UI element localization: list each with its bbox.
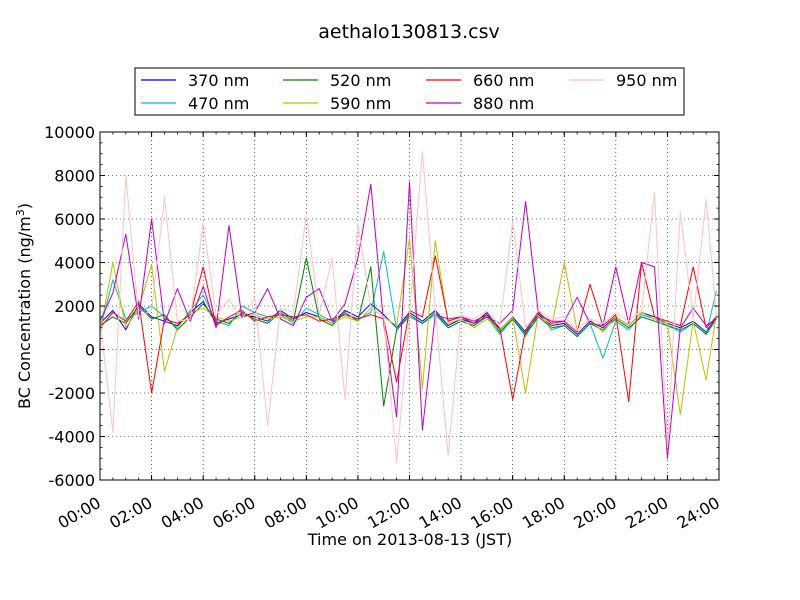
legend-label: 520 nm — [330, 71, 391, 90]
series-line-6 — [99, 151, 717, 464]
y-tick-labels: -6000 -4000 -2000 0 2000 4000 6000 8000 10000 — [44, 123, 95, 490]
y-axis-label-main: BC Concentration (ng/m — [15, 216, 34, 409]
legend-label: 660 nm — [473, 71, 534, 90]
legend-label: 470 nm — [188, 94, 249, 113]
series-layer — [99, 151, 717, 464]
y-axis-label-sup: 3 — [14, 209, 27, 216]
legend-frame — [134, 67, 685, 116]
series-line-5 — [99, 181, 717, 459]
legend-label: 950 nm — [616, 71, 677, 90]
y-tick-label: 2000 — [54, 297, 95, 316]
ticks — [99, 131, 720, 481]
legend: 370 nm 470 nm 520 nm 590 nm 660 nm 880 nm 950 … — [134, 67, 685, 116]
legend-label: 590 nm — [330, 94, 391, 113]
y-tick-label: -6000 — [49, 471, 96, 490]
y-tick-label: 10000 — [44, 123, 95, 142]
y-axis-label-end: ) — [15, 203, 34, 209]
y-tick-label: -4000 — [49, 428, 96, 447]
y-tick-label: 6000 — [54, 210, 95, 229]
legend-label: 370 nm — [188, 71, 249, 90]
x-axis-label: Time on 2013-08-13 (JST) — [307, 530, 512, 549]
legend-label: 880 nm — [473, 94, 534, 113]
y-tick-label: 4000 — [54, 254, 95, 273]
y-tick-label: 8000 — [54, 167, 95, 186]
y-axis-label: BC Concentration (ng/m3) — [14, 203, 34, 409]
chart-title: aethalo130813.csv — [318, 21, 500, 43]
y-tick-label: -2000 — [49, 384, 96, 403]
y-tick-label: 0 — [85, 341, 95, 360]
